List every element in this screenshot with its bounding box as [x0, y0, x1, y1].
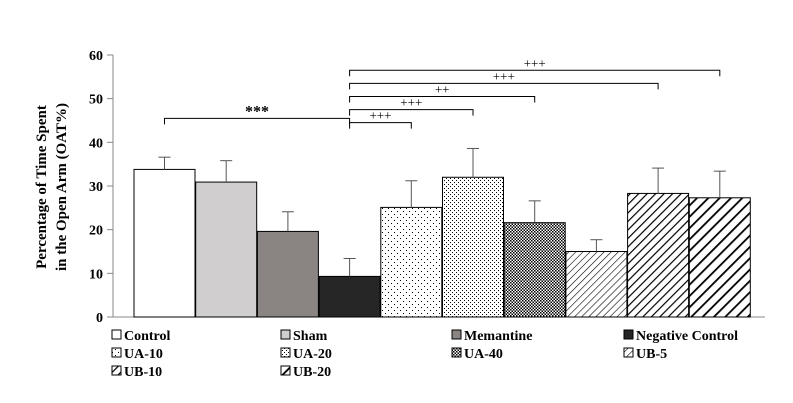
significance-label: +++	[369, 108, 391, 123]
significance-bracket	[349, 69, 721, 77]
significance-bracket	[349, 95, 536, 103]
legend-swatch-negative-control	[623, 329, 634, 340]
legend-swatch-ua-40	[451, 347, 462, 358]
significance-bracket	[349, 122, 412, 129]
error-bars	[158, 147, 726, 277]
legend-swatch-memantine	[451, 329, 462, 340]
legend-label-ua-40: UA-40	[464, 347, 503, 362]
bar-ub-10	[627, 192, 690, 318]
significance-label: ++	[435, 81, 450, 96]
legend-swatch-sham	[280, 329, 291, 340]
significance-bracket	[349, 109, 474, 116]
legend-label-memantine: Memantine	[464, 329, 532, 344]
bar-memantine	[256, 230, 319, 318]
bar-ub-5	[565, 251, 628, 318]
significance-bracket	[349, 82, 659, 90]
significance-label: +++	[524, 55, 546, 70]
legend-label-ub-5: UB-5	[636, 347, 667, 362]
legend-label-control: Control	[124, 329, 171, 344]
y-tick-label: 30	[89, 180, 103, 195]
legend-swatch-control	[111, 329, 122, 340]
legend-swatch-ua-20	[280, 347, 291, 358]
bar-negative-control	[318, 275, 381, 318]
bars	[133, 168, 751, 318]
significance-label: ***	[245, 103, 269, 120]
y-tick-label: 0	[96, 311, 103, 326]
y-axis-label-line1: Percentage of Time Spent	[34, 105, 50, 269]
legend-label-ub-20: UB-20	[293, 365, 331, 380]
legend-label-negative-control: Negative Control	[636, 329, 738, 344]
bar-ub-20	[688, 197, 751, 318]
y-tick-label: 10	[89, 267, 103, 282]
bar-ua-20	[442, 176, 504, 318]
y-tick-label: 20	[89, 224, 103, 239]
legend-label-sham: Sham	[293, 329, 328, 344]
legend-swatch-ua-10	[111, 347, 122, 358]
bar-ua-40	[503, 222, 566, 318]
legend-swatch-ub-5	[623, 347, 634, 358]
y-tick-label: 50	[89, 93, 103, 108]
legend-swatch-ub-10	[111, 365, 122, 376]
legend-label-ua-20: UA-20	[293, 347, 332, 362]
legend-swatch-ub-20	[280, 365, 291, 376]
significance-label: +++	[400, 95, 422, 110]
y-axis-label-line2: in the Open Arm (OAT%)	[54, 103, 70, 271]
bar-sham	[195, 181, 258, 318]
significance-label: +++	[493, 68, 515, 83]
significance-annotations: *** ++++++++++++++	[164, 55, 721, 129]
bar-ua-10	[380, 206, 443, 318]
legend-label-ub-10: UB-10	[124, 365, 162, 380]
significance-bracket	[164, 117, 351, 125]
legend: Control Sham Memantine Negative Control UA-1…	[111, 329, 738, 380]
legend-label-ua-10: UA-10	[124, 347, 163, 362]
y-tick-label: 60	[89, 49, 103, 64]
bar-control	[133, 168, 196, 318]
y-tick-label: 40	[89, 136, 103, 151]
